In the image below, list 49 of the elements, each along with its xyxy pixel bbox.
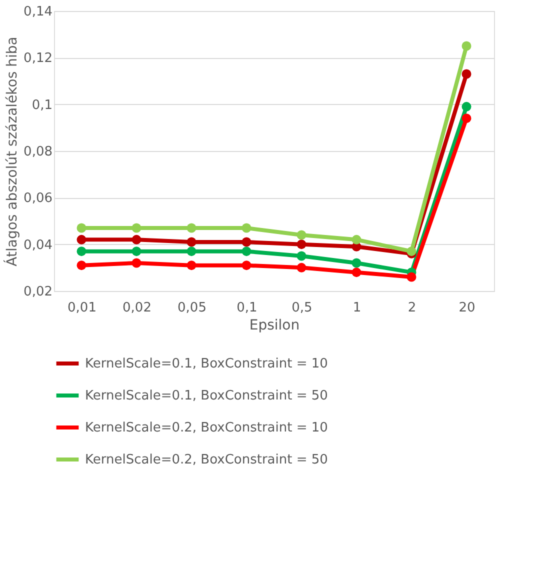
point: [186, 237, 196, 247]
x-tick-label: 0,01: [68, 300, 96, 316]
y-axis-title: Átlagos abszolút százalékos hiba: [4, 36, 21, 266]
point: [242, 237, 252, 247]
x-axis-title: Epsilon: [249, 318, 300, 334]
point: [132, 246, 142, 256]
point: [296, 240, 306, 250]
point: [242, 223, 252, 233]
point: [186, 246, 196, 256]
point: [296, 230, 306, 240]
point: [132, 258, 142, 268]
point: [352, 268, 362, 278]
y-tick-label: 0,08: [24, 144, 52, 160]
point: [242, 246, 252, 256]
y-tick-label: 0,02: [24, 284, 52, 300]
point: [76, 234, 86, 244]
legend-label: KernelScale=0.1, BoxConstraint = 10: [85, 356, 328, 372]
point: [296, 251, 306, 261]
legend-label: KernelScale=0.2, BoxConstraint = 10: [85, 420, 328, 436]
point: [186, 260, 196, 270]
point: [462, 102, 472, 112]
x-tick-label: 0,5: [292, 300, 312, 316]
point: [296, 262, 306, 272]
legend-label: KernelScale=0.1, BoxConstraint = 50: [85, 388, 328, 404]
legend-label: KernelScale=0.2, BoxConstraint = 50: [85, 452, 328, 468]
y-tick-label: 0,06: [24, 191, 52, 206]
point: [186, 223, 196, 233]
point: [462, 41, 472, 51]
x-tick-label: 0,1: [236, 300, 258, 316]
x-tick-label: 2: [408, 300, 416, 316]
y-tick-label: 0,14: [24, 4, 52, 20]
point: [132, 223, 142, 233]
point: [76, 223, 86, 233]
x-tick-label: 0,05: [178, 300, 206, 316]
x-tick-label: 0,02: [122, 300, 152, 316]
point: [132, 234, 142, 244]
y-tick-label: 0,1: [32, 98, 52, 113]
y-tick-label: 0,12: [24, 51, 52, 66]
y-tick-label: 0,04: [24, 238, 52, 253]
x-tick-label: 1: [352, 300, 362, 316]
point: [352, 234, 362, 244]
point: [462, 114, 472, 124]
x-tick-label: 20: [458, 300, 476, 316]
point: [76, 246, 86, 256]
point: [406, 272, 416, 282]
point: [242, 260, 252, 270]
point: [462, 69, 472, 79]
point: [352, 258, 362, 268]
point: [76, 260, 86, 270]
